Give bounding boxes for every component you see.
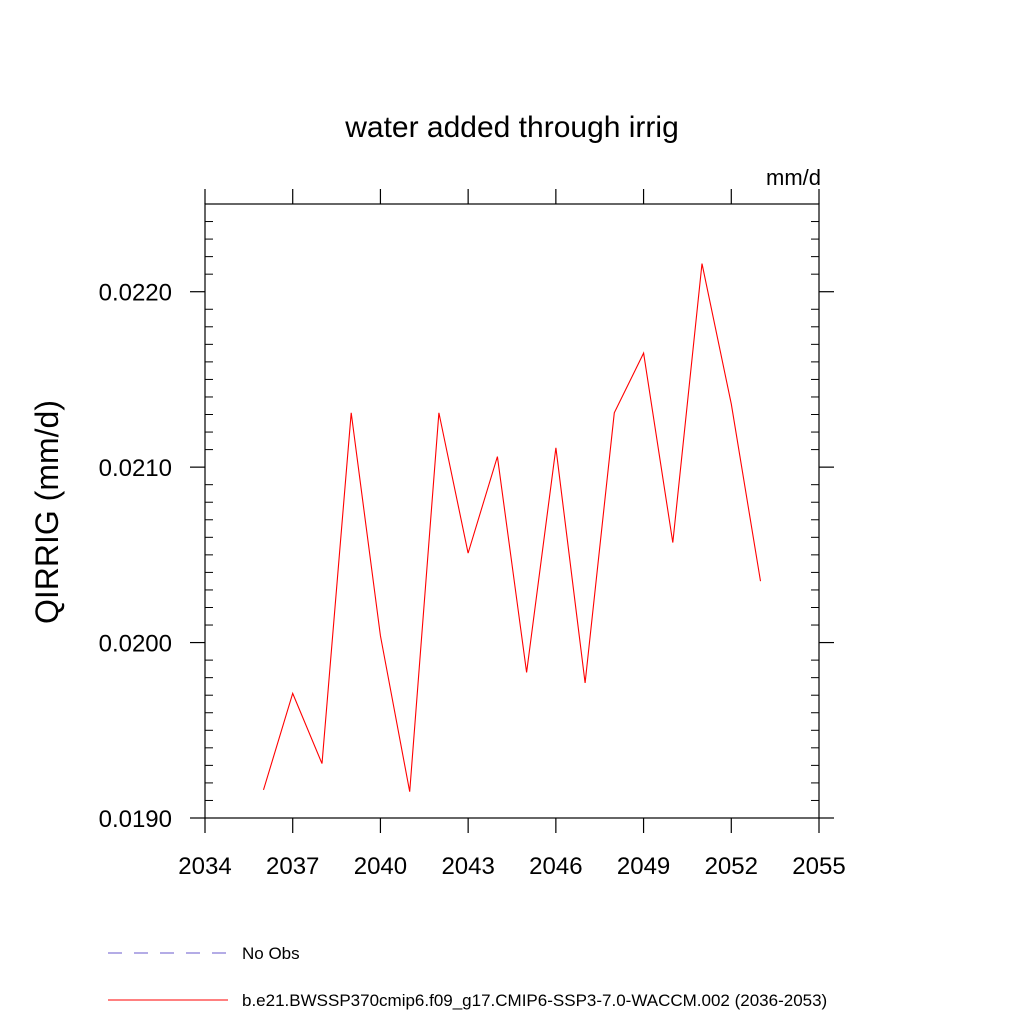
x-tick-label: 2040 <box>354 853 407 880</box>
y-tick-label: 0.0200 <box>99 631 172 658</box>
x-tick-label: 2055 <box>792 853 845 880</box>
series-group <box>262 263 762 792</box>
y-tick-label: 0.0190 <box>99 806 172 833</box>
y-axis-label: QIRRIG (mm/d) <box>29 400 65 624</box>
x-tick-label: 2049 <box>617 853 670 880</box>
units-label: mm/d <box>766 165 821 190</box>
series-line-0 <box>262 263 762 792</box>
x-tick-label: 2037 <box>266 853 319 880</box>
y-tick-label: 0.0220 <box>99 280 172 307</box>
y-tick-label: 0.0210 <box>99 455 172 482</box>
x-tick-label: 2043 <box>441 853 494 880</box>
chart-title: water added through irrig <box>344 111 679 144</box>
legend-label: b.e21.BWSSP370cmip6.f09_g17.CMIP6-SSP3-7… <box>242 991 827 1010</box>
x-tick-label: 2052 <box>705 853 758 880</box>
legend-label: No Obs <box>242 944 300 963</box>
x-tick-label: 2034 <box>178 853 231 880</box>
legend: No Obs b.e21.BWSSP370cmip6.f09_g17.CMIP6-… <box>108 944 827 1010</box>
axes-group: 2034 2037 2040 2043 2046 2049 2052 2055 0.0190 0.… <box>99 189 846 880</box>
x-tick-label: 2046 <box>529 853 582 880</box>
plot-frame <box>204 203 820 819</box>
